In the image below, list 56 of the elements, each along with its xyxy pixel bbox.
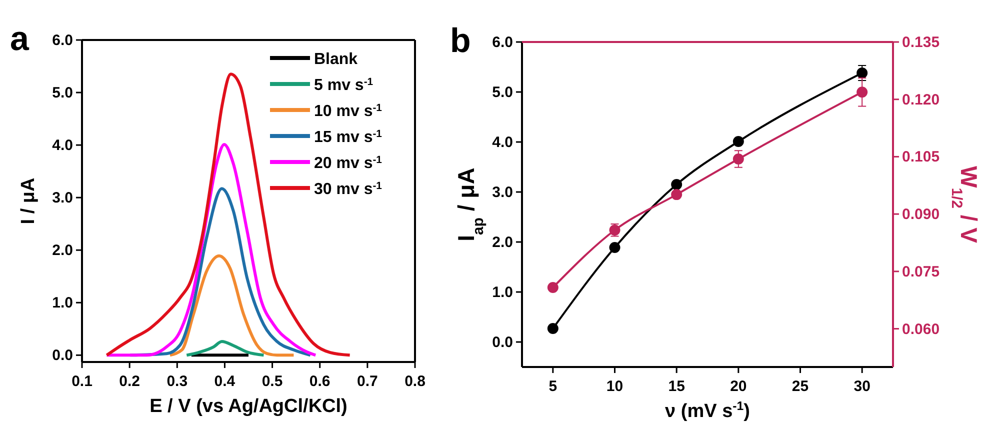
- point: [732, 154, 744, 164]
- line-series: [185, 340, 266, 357]
- point: [732, 136, 744, 147]
- x-axis-title: ν (mV s$^{-1}$): [665, 399, 750, 422]
- x-tick-label: 25: [792, 378, 809, 395]
- x-tick-label: 0.1: [72, 373, 92, 390]
- point: [609, 242, 620, 253]
- legend-label: 30 mv s$^{-1}$: [314, 180, 382, 198]
- y-tick-label: 4.0: [52, 137, 73, 154]
- y2-tick-label: 0.075: [902, 263, 940, 280]
- point: [671, 189, 682, 200]
- x-axis-title: E / V (vs Ag/AgCl/KCl): [150, 396, 348, 417]
- x-tick-label: 10: [606, 378, 624, 395]
- legend-label: Blank: [314, 51, 358, 68]
- point: [671, 179, 682, 190]
- y-tick-label: 3.0: [492, 184, 513, 201]
- legend-label: 10 mv s$^{-1}$: [314, 102, 382, 120]
- y-tick-label: 0.0: [492, 334, 513, 351]
- y-tick-label: 2.0: [52, 242, 73, 260]
- point: [856, 86, 868, 98]
- y-tick-label: 0.0: [52, 347, 73, 364]
- x-tick-label: 0.3: [166, 373, 188, 390]
- chart-title: a: [10, 20, 30, 58]
- y-axis-title: I / μA: [18, 177, 39, 224]
- x-tick-label: 0.7: [357, 373, 378, 390]
- x-tick-label: 0.5: [262, 373, 283, 390]
- y-tick-label: 6.0: [492, 34, 513, 51]
- y2-tick-label: 0.090: [902, 206, 940, 224]
- y-tick-label: 3.0: [52, 190, 73, 207]
- y2-tick-label: 0.105: [902, 148, 940, 166]
- x-tick-label: 30: [854, 378, 870, 395]
- x-tick-label: 20: [730, 378, 747, 395]
- y-tick-label: 2.0: [492, 234, 513, 251]
- y2-tick-label: 0.135: [902, 34, 940, 51]
- y2-tick-label: 0.120: [902, 91, 940, 108]
- point: [856, 68, 868, 78]
- y-tick-label: 1.0: [52, 294, 73, 312]
- x-tick-label: 0.2: [119, 373, 140, 390]
- line-series: [168, 254, 296, 357]
- legend-label: 15 mv s$^{-1}$: [314, 128, 382, 146]
- legend-label: 5 mv s$^{-1}$: [314, 76, 374, 94]
- point: [547, 323, 558, 334]
- legend-label: 20 mv s$^{-1}$: [314, 154, 382, 172]
- x-tick-label: 0.4: [214, 373, 236, 390]
- x-tick-label: 0.8: [404, 373, 426, 390]
- point: [547, 282, 558, 293]
- y-tick-label: 5.0: [52, 84, 73, 102]
- x-tick-label: 0.6: [309, 373, 330, 390]
- y2-tick-label: 0.060: [902, 320, 940, 338]
- chart-title: b: [450, 22, 471, 60]
- y-tick-label: 6.0: [52, 32, 73, 49]
- y-tick-label: 4.0: [492, 134, 513, 151]
- x-tick-label: 5: [548, 378, 558, 395]
- y-tick-label: 1.0: [492, 284, 513, 301]
- y-tick-label: 5.0: [492, 84, 513, 101]
- x-tick-label: 15: [668, 378, 685, 395]
